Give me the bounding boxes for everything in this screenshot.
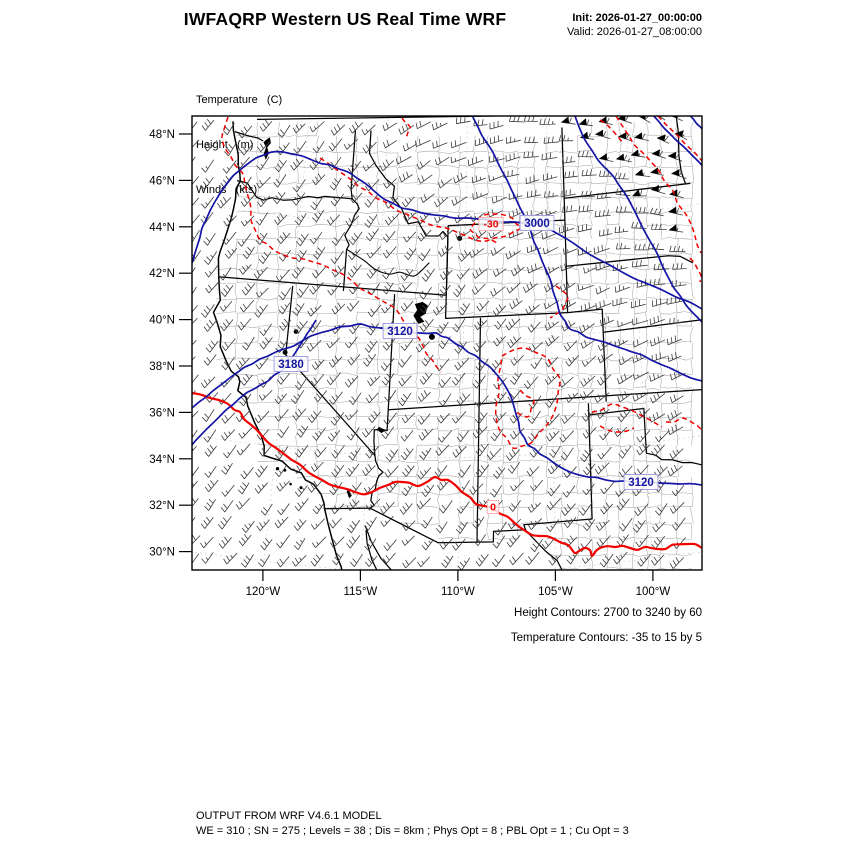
temperature-contour-label: -30 (478, 217, 504, 231)
temperature-contour-label: 0 (486, 500, 500, 514)
lat-label: 44°N (149, 222, 175, 234)
init-time: Init: 2026-01-27_00:00:00 (572, 12, 702, 24)
svg-text:3120: 3120 (628, 477, 654, 489)
model-config-line: WE = 310 ; SN = 275 ; Levels = 38 ; Dis … (196, 825, 629, 837)
lon-label: 105°W (538, 586, 573, 598)
height-contour-label: 3180 (273, 356, 309, 372)
lon-label: 115°W (344, 586, 378, 598)
contour-labels: 3000 3120 3180 3120 -30 0 (273, 215, 659, 514)
svg-text:3000: 3000 (524, 218, 550, 230)
latitude-axis: 48°N 46°N 44°N 42°N 40°N 38°N 36°N 34°N 32°N 30°N (149, 129, 192, 559)
height-contour-label: 3000 (519, 215, 555, 231)
lat-label: 30°N (149, 547, 175, 559)
svg-text:0: 0 (490, 502, 496, 514)
model-output-line: OUTPUT FROM WRF V4.6.1 MODEL (196, 810, 382, 822)
svg-text:3120: 3120 (387, 326, 413, 338)
longitude-axis: 120°W 115°W 110°W 105°W 100°W (246, 570, 671, 598)
temperature-contour-range: Temperature Contours: -35 to 15 by 5 (510, 632, 702, 644)
water-bodies (263, 137, 463, 499)
lon-label: 120°W (246, 586, 281, 598)
valid-time: Valid: 2026-01-27_08:00:00 (567, 26, 702, 38)
height-contour-label: 3120 (623, 474, 659, 490)
height-contour-label: 3120 (382, 323, 418, 339)
lat-label: 46°N (149, 175, 175, 187)
run-times: Init: 2026-01-27_00:00:00 Valid: 2026-01… (567, 11, 702, 39)
height-contours (192, 116, 702, 486)
lat-label: 48°N (149, 129, 175, 141)
lat-label: 32°N (149, 500, 175, 512)
lat-label: 40°N (149, 315, 175, 327)
lon-label: 110°W (441, 586, 475, 598)
legend-temperature: Temperature (C) (196, 94, 283, 106)
page-title: IWFAQRP Western US Real Time WRF (183, 9, 507, 29)
svg-text:-30: -30 (483, 219, 498, 231)
svg-text:3180: 3180 (278, 359, 304, 371)
lat-label: 42°N (149, 268, 175, 280)
lon-label: 100°W (636, 586, 671, 598)
map-frame (191, 115, 703, 571)
height-contour-range: Height Contours: 2700 to 3240 by 60 (514, 607, 702, 619)
lat-label: 38°N (149, 361, 175, 373)
lat-label: 34°N (149, 454, 175, 466)
lat-label: 36°N (149, 407, 175, 419)
temperature-contour-zero (192, 391, 702, 558)
